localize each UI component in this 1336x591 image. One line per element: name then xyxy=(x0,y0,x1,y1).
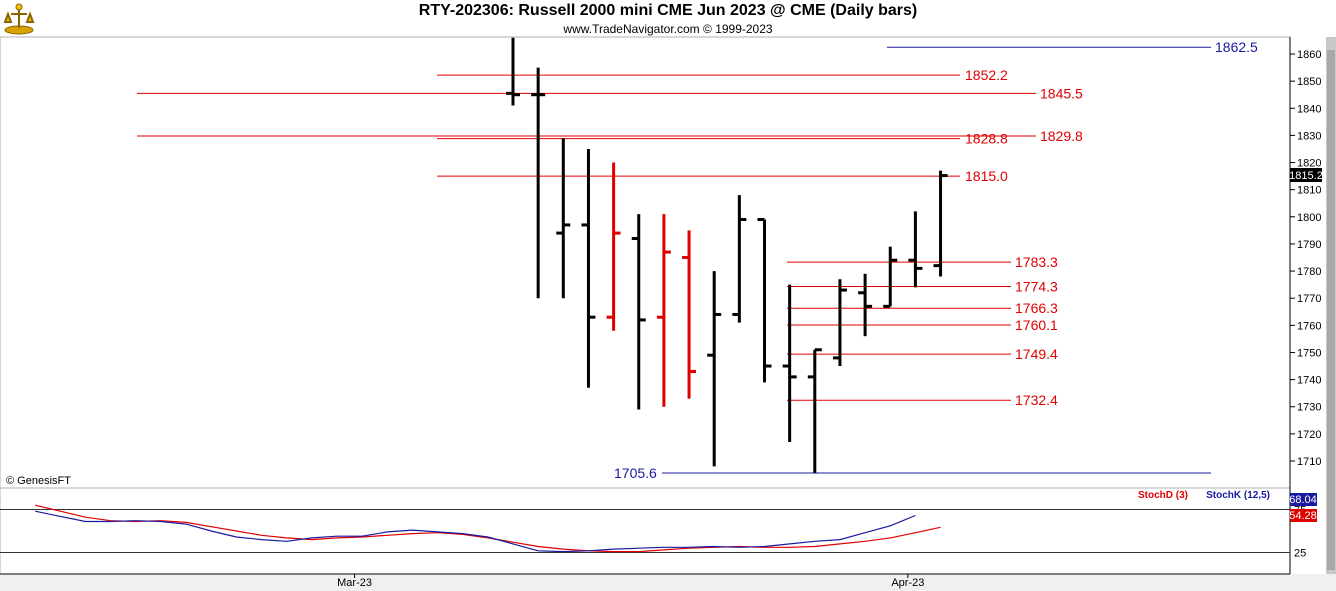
level-label: 1862.5 xyxy=(1215,39,1258,55)
y-tick-label: 1810 xyxy=(1297,185,1321,197)
level-label: 1732.4 xyxy=(1015,392,1058,408)
ohlc-bar xyxy=(757,218,772,383)
ohlc-bar xyxy=(732,195,747,323)
stoch-d-label: StochD (3) xyxy=(1138,490,1188,501)
y-tick-label: 1760 xyxy=(1297,320,1321,332)
last-price-label: 1815.2 xyxy=(1289,170,1323,182)
ohlc-bar xyxy=(682,230,697,399)
watermark: © GenesisFT xyxy=(6,475,71,487)
stoch-tick-label: 25 xyxy=(1294,548,1306,560)
y-tick-label: 1740 xyxy=(1297,375,1321,387)
ohlc-bar xyxy=(933,170,948,277)
y-tick-label: 1820 xyxy=(1297,158,1321,170)
x-axis-ticks: Mar-23 Apr-23 xyxy=(337,574,924,589)
ohlc-bar xyxy=(631,214,646,410)
x-axis-area xyxy=(0,574,1336,591)
stoch-d-line xyxy=(35,504,941,553)
ohlc-bar xyxy=(656,214,671,407)
x-tick-label: Mar-23 xyxy=(337,577,372,589)
y-tick-label: 1830 xyxy=(1297,130,1321,142)
level-label: 1829.8 xyxy=(1040,128,1083,144)
y-axis-ticks: 1710 1720 1730 1740 1750 1760 1770 1780 1790 1800… xyxy=(1290,49,1321,468)
ohlc-bar xyxy=(782,284,797,443)
ohlc-bar xyxy=(883,246,898,308)
stoch-k-value-tag: 68.04 xyxy=(1289,493,1317,506)
stoch-k-label: StochK (12,5) xyxy=(1206,490,1270,501)
y-tick-label: 1850 xyxy=(1297,76,1321,88)
level-label: 1845.5 xyxy=(1040,85,1083,101)
stoch-d-value-tag: 54.28 xyxy=(1289,509,1317,522)
y-tick-label: 1730 xyxy=(1297,402,1321,414)
y-tick-label: 1710 xyxy=(1297,456,1321,468)
ohlc-bar xyxy=(581,148,596,388)
price-panel xyxy=(0,36,1291,489)
level-lines: 1862.5 1852.2 1845.5 1829.8 1828.8 1815.0 1783… xyxy=(137,39,1258,481)
y-tick-label: 1780 xyxy=(1297,266,1321,278)
ohlc-bar xyxy=(858,273,873,337)
y-tick-label: 1860 xyxy=(1297,49,1321,61)
trade-navigator-logo-icon xyxy=(3,3,35,35)
level-label: 1815.0 xyxy=(965,168,1008,184)
y-tick-label: 1840 xyxy=(1297,103,1321,115)
ohlc-bars xyxy=(506,37,948,473)
level-label: 1766.3 xyxy=(1015,300,1058,316)
level-label: 1749.4 xyxy=(1015,346,1058,362)
ohlc-bar xyxy=(807,348,822,473)
y-tick-label: 1770 xyxy=(1297,293,1321,305)
level-label: 1705.6 xyxy=(614,465,657,481)
ohlc-bar xyxy=(556,138,571,299)
level-label: 1783.3 xyxy=(1015,254,1058,270)
y-tick-label: 1800 xyxy=(1297,212,1321,224)
level-label: 1828.8 xyxy=(965,131,1008,147)
ohlc-bar xyxy=(531,67,546,299)
ohlc-bar xyxy=(707,271,722,467)
chart-title: RTY-202306: Russell 2000 mini CME Jun 20… xyxy=(418,2,918,19)
y-tick-label: 1750 xyxy=(1297,347,1321,359)
chart-header: RTY-202306: Russell 2000 mini CME Jun 20… xyxy=(0,0,1336,37)
level-label: 1760.1 xyxy=(1015,317,1058,333)
y-tick-label: 1720 xyxy=(1297,429,1321,441)
last-price-tag: 1815.2 xyxy=(1289,168,1323,182)
stoch-d-value: 54.28 xyxy=(1289,510,1317,522)
ohlc-bar xyxy=(506,37,520,106)
chart-subtitle: www.TradeNavigator.com © 1999-2023 xyxy=(563,22,773,36)
stoch-k-line xyxy=(35,510,916,553)
level-label: 1852.2 xyxy=(965,67,1008,83)
scrollbar-thumb[interactable] xyxy=(1327,50,1335,570)
stochastic-panel xyxy=(0,487,1291,575)
y-tick-label: 1790 xyxy=(1297,239,1321,251)
x-tick-label: Apr-23 xyxy=(891,577,924,589)
level-label: 1774.3 xyxy=(1015,279,1058,295)
ohlc-bar xyxy=(606,162,621,331)
stoch-k-value: 68.04 xyxy=(1289,494,1317,506)
ohlc-bar xyxy=(908,211,923,288)
stochastic-lines: 7525 xyxy=(0,505,1306,560)
ohlc-bar xyxy=(832,279,847,367)
